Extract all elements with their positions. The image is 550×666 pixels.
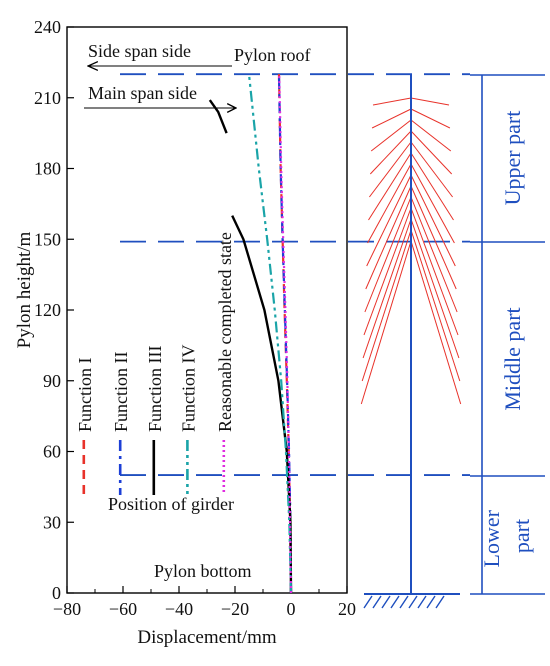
- hatch-mark: [435, 595, 445, 609]
- cable-right: [410, 218, 460, 359]
- side-span-label: Side span side: [88, 41, 191, 61]
- reference-lines: [120, 73, 470, 476]
- x-tick-label: −80: [53, 599, 81, 619]
- x-tick-label: 0: [287, 599, 296, 619]
- middle-part-label: Middle part: [500, 307, 525, 410]
- cable-left: [372, 97, 412, 106]
- cable-right: [410, 108, 451, 129]
- cable-right: [410, 163, 455, 244]
- cable-right: [410, 97, 450, 106]
- cable-left: [369, 141, 412, 198]
- cable-left: [369, 130, 412, 175]
- legend-label: Function III: [145, 346, 165, 432]
- stay-cables: [360, 97, 462, 405]
- hatch-mark: [363, 595, 373, 609]
- cable-right: [410, 141, 453, 198]
- cable-right: [410, 185, 457, 290]
- y-tick-label: 90: [43, 371, 61, 391]
- cable-right: [410, 174, 456, 267]
- legend: Function I Function II Function III Functio…: [75, 232, 235, 495]
- cable-right: [410, 130, 453, 175]
- hatch-mark: [372, 595, 382, 609]
- hatch-mark: [426, 595, 436, 609]
- legend-label: Function II: [111, 352, 131, 433]
- cable-right: [410, 119, 452, 152]
- lower-part-label-line1: Lower: [479, 509, 504, 567]
- cable-right: [410, 207, 459, 336]
- cable-left: [361, 229, 412, 382]
- hatch-mark: [399, 595, 409, 609]
- y-axis-title: Pylon height/m: [14, 231, 35, 348]
- cable-left: [367, 163, 412, 244]
- series-layer: [208, 74, 293, 594]
- cable-left: [370, 119, 412, 152]
- hatch-mark: [408, 595, 418, 609]
- cable-left: [366, 174, 412, 267]
- ground-hatch: [363, 595, 445, 609]
- cable-left: [362, 218, 412, 359]
- pylon-roof-label: Pylon roof: [234, 45, 311, 65]
- cable-left: [368, 152, 412, 221]
- x-tick-label: −40: [165, 599, 193, 619]
- cable-left: [360, 240, 412, 405]
- legend-label: Function IV: [178, 345, 198, 433]
- upper-part-label: Upper part: [500, 111, 525, 206]
- cable-left: [364, 196, 412, 313]
- lower-part-label-line2: part: [509, 519, 534, 553]
- cable-right: [410, 152, 454, 221]
- x-tick-label: 20: [338, 599, 356, 619]
- hatch-mark: [390, 595, 400, 609]
- y-tick-label: 120: [34, 300, 61, 320]
- cable-left: [371, 108, 412, 129]
- series-line-upper: [208, 99, 228, 134]
- legend-label: Reasonable completed state: [215, 232, 235, 432]
- y-tick-label: 60: [43, 442, 61, 462]
- x-tick-label: −60: [109, 599, 137, 619]
- main-span-label: Main span side: [88, 83, 197, 103]
- y-tick-label: 240: [34, 17, 61, 37]
- axis-ticks: −80 −60 −40 −20 0 20 0 30 60 90 120 150 180 210 240: [34, 17, 356, 619]
- y-tick-label: 180: [34, 159, 61, 179]
- x-axis-title: Displacement/mm: [137, 627, 277, 648]
- cable-right: [410, 196, 458, 313]
- y-tick-label: 30: [43, 512, 61, 532]
- cable-right: [410, 229, 461, 382]
- cable-right: [410, 240, 462, 405]
- hatch-mark: [417, 595, 427, 609]
- series-line: [247, 74, 293, 594]
- y-tick-label: 0: [52, 583, 61, 603]
- girder-label: Position of girder: [108, 494, 234, 514]
- cable-left: [363, 207, 412, 336]
- lower-part-label: Lower part: [479, 505, 534, 568]
- series-line: [231, 215, 293, 594]
- y-tick-label: 210: [34, 88, 61, 108]
- cable-left: [365, 185, 412, 290]
- legend-label: Function I: [75, 357, 95, 432]
- y-tick-label: 150: [34, 229, 61, 249]
- pylon-bottom-label: Pylon bottom: [154, 561, 252, 581]
- hatch-mark: [381, 595, 391, 609]
- x-tick-label: −20: [221, 599, 249, 619]
- pylon-diagram: Upper part Middle part Lower part: [360, 74, 545, 609]
